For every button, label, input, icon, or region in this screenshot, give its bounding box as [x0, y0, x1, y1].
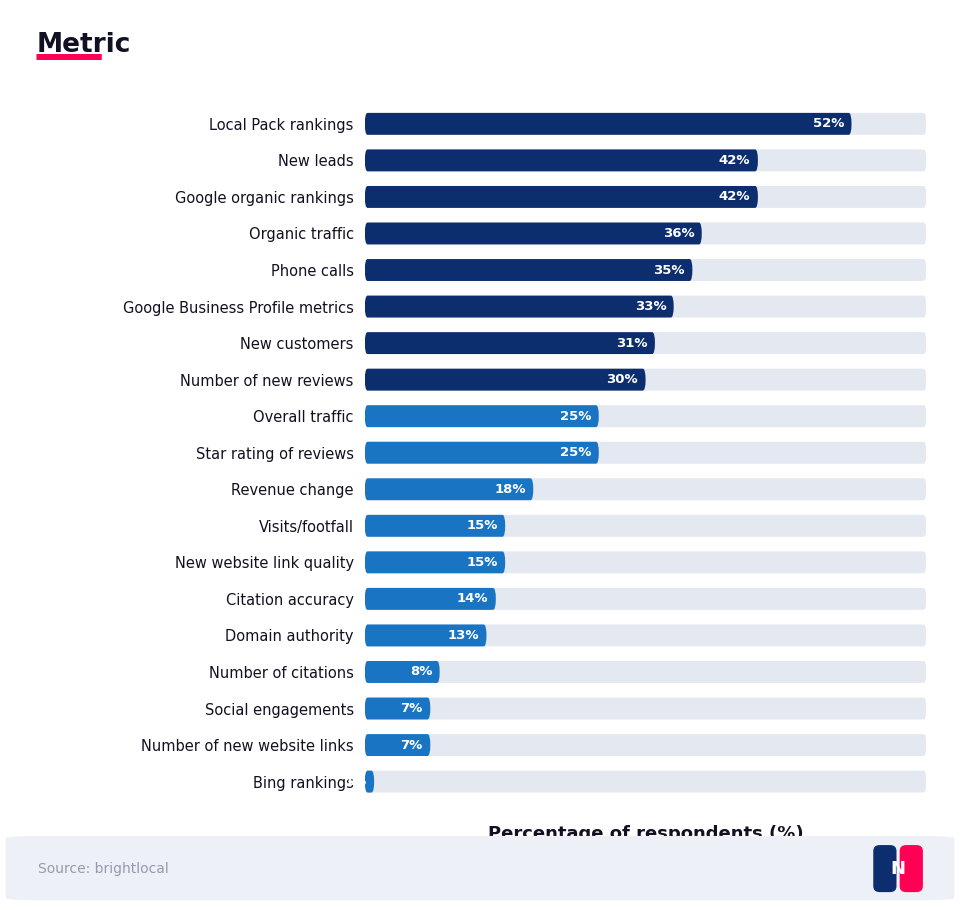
Text: 42%: 42% [719, 190, 751, 204]
FancyBboxPatch shape [365, 149, 757, 171]
Text: 36%: 36% [662, 227, 694, 240]
FancyBboxPatch shape [365, 296, 674, 318]
FancyBboxPatch shape [900, 845, 923, 892]
FancyBboxPatch shape [365, 405, 926, 427]
Text: 18%: 18% [494, 483, 526, 496]
Text: Source: brightlocal: Source: brightlocal [37, 863, 168, 876]
FancyBboxPatch shape [365, 259, 926, 281]
FancyBboxPatch shape [365, 588, 495, 610]
FancyBboxPatch shape [365, 771, 374, 793]
X-axis label: Percentage of respondents (%): Percentage of respondents (%) [488, 824, 804, 843]
Text: 33%: 33% [635, 300, 666, 313]
FancyBboxPatch shape [365, 441, 599, 464]
FancyBboxPatch shape [365, 259, 692, 281]
Text: 15%: 15% [467, 520, 497, 532]
Text: 7%: 7% [400, 702, 422, 715]
FancyBboxPatch shape [365, 296, 926, 318]
Text: 8%: 8% [410, 665, 432, 679]
FancyBboxPatch shape [365, 332, 655, 354]
FancyBboxPatch shape [365, 624, 926, 646]
FancyBboxPatch shape [365, 661, 926, 682]
FancyBboxPatch shape [365, 113, 852, 135]
FancyBboxPatch shape [365, 661, 440, 682]
Text: 30%: 30% [607, 373, 638, 386]
Text: 1%: 1% [345, 775, 367, 788]
Text: Metric: Metric [36, 32, 131, 58]
FancyBboxPatch shape [365, 149, 926, 171]
FancyBboxPatch shape [365, 624, 487, 646]
Text: 52%: 52% [813, 117, 844, 130]
Text: 31%: 31% [616, 337, 647, 349]
FancyBboxPatch shape [365, 332, 926, 354]
FancyBboxPatch shape [365, 698, 430, 720]
Text: 25%: 25% [560, 446, 591, 460]
FancyBboxPatch shape [365, 515, 505, 537]
FancyBboxPatch shape [6, 836, 954, 900]
FancyBboxPatch shape [874, 845, 897, 892]
FancyBboxPatch shape [36, 54, 102, 60]
FancyBboxPatch shape [365, 405, 599, 427]
Text: 14%: 14% [457, 592, 489, 605]
FancyBboxPatch shape [365, 186, 926, 207]
FancyBboxPatch shape [365, 369, 645, 390]
Text: 42%: 42% [719, 154, 751, 167]
FancyBboxPatch shape [365, 113, 926, 135]
FancyBboxPatch shape [365, 771, 926, 793]
FancyBboxPatch shape [365, 698, 926, 720]
FancyBboxPatch shape [365, 551, 926, 573]
Text: 25%: 25% [560, 410, 591, 422]
FancyBboxPatch shape [365, 369, 926, 390]
FancyBboxPatch shape [365, 515, 926, 537]
FancyBboxPatch shape [365, 551, 505, 573]
FancyBboxPatch shape [365, 223, 926, 245]
FancyBboxPatch shape [365, 223, 702, 245]
Text: 7%: 7% [400, 739, 422, 752]
FancyBboxPatch shape [365, 588, 926, 610]
Text: N: N [891, 860, 905, 877]
FancyBboxPatch shape [365, 441, 926, 464]
FancyBboxPatch shape [365, 479, 926, 501]
FancyBboxPatch shape [365, 479, 534, 501]
Text: 15%: 15% [467, 556, 497, 569]
FancyBboxPatch shape [365, 186, 757, 207]
FancyBboxPatch shape [365, 734, 430, 756]
FancyBboxPatch shape [365, 734, 926, 756]
Text: 35%: 35% [654, 264, 684, 277]
Text: 13%: 13% [447, 629, 479, 642]
